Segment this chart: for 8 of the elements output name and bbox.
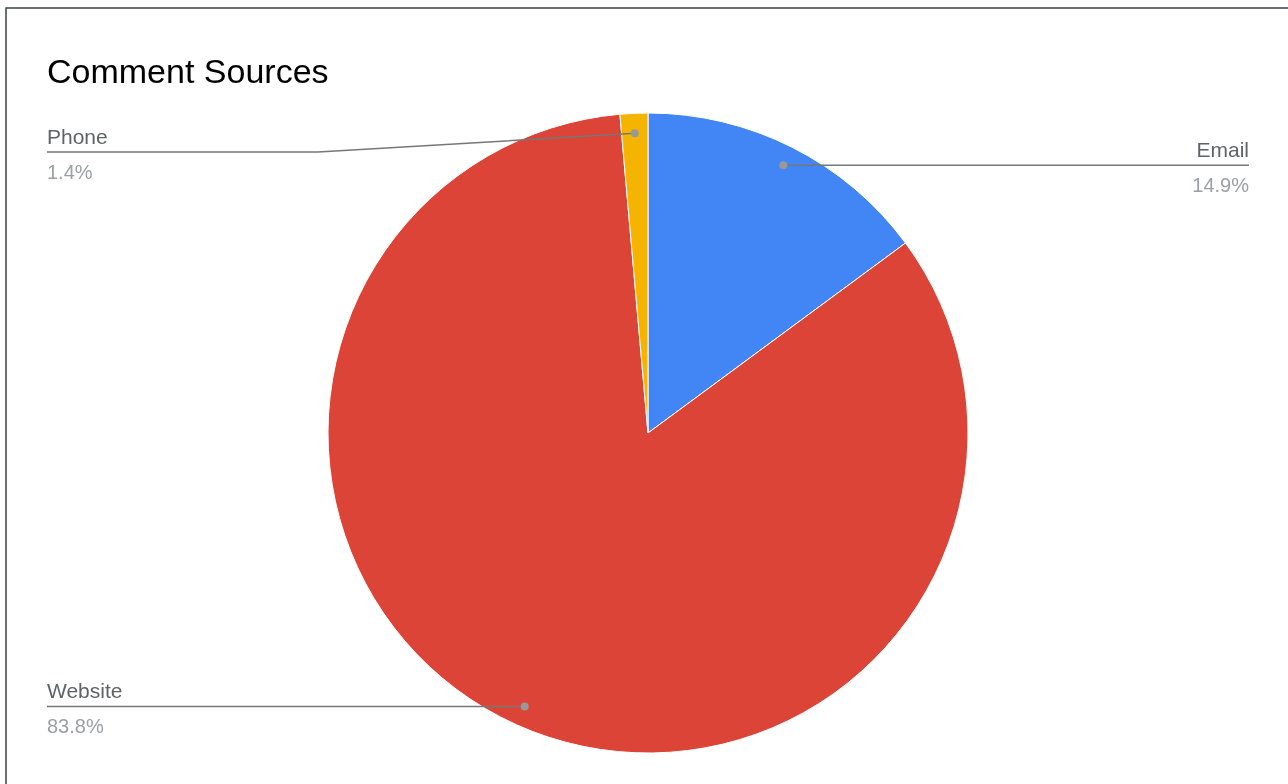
slice-label: Phone <box>47 125 108 148</box>
chart-title: Comment Sources <box>47 52 329 90</box>
pie-slice <box>328 113 969 754</box>
data-label: 1.4% <box>47 161 93 183</box>
data-label: 83.8% <box>47 715 104 738</box>
slice-label: Website <box>47 679 123 703</box>
slice-label: Email <box>1196 138 1249 162</box>
data-label: 14.9% <box>1192 174 1250 197</box>
